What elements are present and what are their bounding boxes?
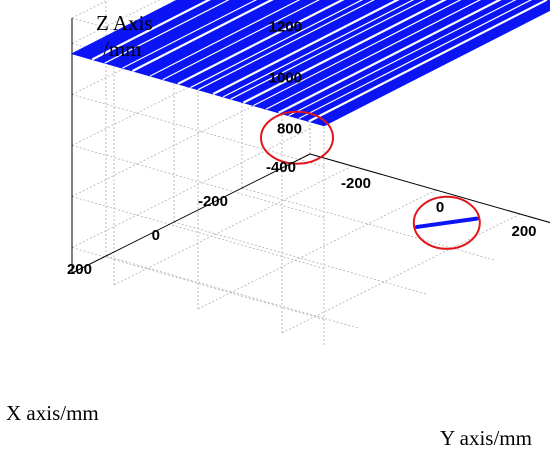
y-tick-label: -200 — [341, 175, 371, 192]
highlight-circles — [260, 110, 481, 250]
scan-surface — [70, 0, 550, 127]
scan-surface-fill — [70, 0, 550, 127]
scan-stripe — [131, 0, 274, 72]
scan-stripe — [149, 0, 301, 77]
grid-line-x-floor — [105, 255, 359, 329]
highlight-circle-surface — [260, 110, 334, 165]
grid-line-y-floor — [113, 165, 353, 286]
grid-line-z-side — [71, 128, 311, 248]
z-tick-label: 1200 — [269, 19, 302, 36]
grid-line-z-side — [71, 0, 160, 44]
scan-stripe — [197, 0, 375, 91]
x-tick-label: -200 — [198, 193, 228, 210]
z-axis-title-line2: /mm — [103, 37, 142, 61]
y-tick-label: 200 — [511, 223, 536, 240]
outlier-segment — [415, 216, 479, 229]
scan-stripe — [253, 0, 462, 107]
scan-stripe — [265, 0, 482, 110]
outlier-points — [415, 216, 479, 229]
scan-stripe — [222, 0, 415, 98]
scan-stripe — [190, 0, 364, 89]
scan-stripe — [212, 0, 400, 95]
x-axis-line — [71, 153, 311, 274]
scan-stripe — [91, 0, 212, 61]
scan-stripe — [308, 0, 548, 123]
scan-stripe — [177, 0, 345, 85]
z-tick-label: 800 — [277, 121, 302, 138]
grid-line-x-floor — [173, 221, 427, 295]
grid-line-y-floor — [197, 189, 437, 310]
y-axis-line — [309, 153, 550, 224]
x-tick-label: -400 — [266, 159, 296, 176]
z-axis-title-line1: Z Axis — [96, 11, 153, 35]
scan-stripe — [162, 0, 320, 81]
scan-stripe — [298, 0, 533, 120]
y-tick-label: 0 — [436, 199, 444, 216]
scan-stripe — [278, 0, 502, 114]
scan-stripe — [242, 0, 447, 104]
grid-line-y-floor — [281, 213, 521, 334]
x-tick-label: 0 — [152, 227, 160, 244]
x-tick-label: 200 — [67, 261, 92, 278]
scan-stripe — [122, 0, 258, 69]
x-axis-title: X axis/mm — [6, 401, 99, 425]
z-tick-label: 1000 — [269, 70, 302, 87]
scan-stripe — [104, 0, 230, 64]
highlight-circle-outlier — [412, 195, 481, 250]
scan-stripe — [230, 0, 427, 100]
scan-stripe — [288, 0, 517, 117]
y-axis-title: Y axis/mm — [440, 426, 532, 450]
